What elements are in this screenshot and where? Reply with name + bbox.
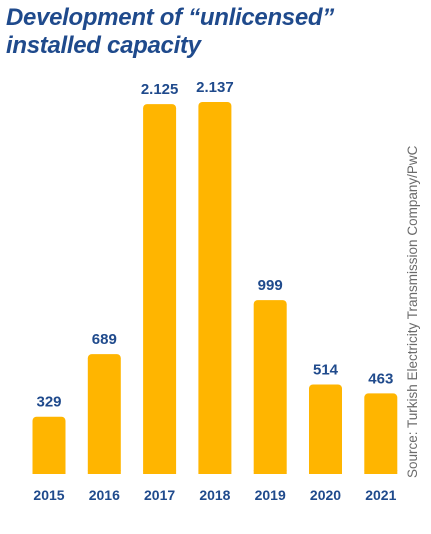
x-tick-label-2021: 2021 <box>365 487 396 503</box>
value-label-2020: 514 <box>313 362 339 379</box>
value-label-2019: 999 <box>258 277 283 294</box>
x-tick-label-2016: 2016 <box>89 487 120 503</box>
value-label-2021: 463 <box>368 370 393 387</box>
bar-2021 <box>364 393 398 474</box>
x-tick-label-2019: 2019 <box>255 487 286 503</box>
value-label-2018: 2.137 <box>196 79 234 96</box>
bar-2015 <box>32 416 66 474</box>
bar-2017 <box>143 104 177 474</box>
x-tick-label-2015: 2015 <box>33 487 64 503</box>
bar-base-2019 <box>253 470 287 474</box>
bar-2019 <box>253 300 287 474</box>
bar-2016 <box>87 354 121 474</box>
chart-title-line-1: Development of “unlicensed” <box>6 4 334 31</box>
bar-base-2015 <box>32 470 66 474</box>
value-label-2015: 329 <box>36 394 61 411</box>
bar-base-2021 <box>364 470 398 474</box>
bar-2018 <box>198 102 232 474</box>
bar-base-2020 <box>309 470 342 474</box>
x-tick-label-2017: 2017 <box>144 487 175 503</box>
chart-title: Development of “unlicensed” installed ca… <box>6 4 406 60</box>
bar-base-2016 <box>87 470 121 474</box>
bar-base-2017 <box>143 470 177 474</box>
bar-2020 <box>309 384 342 474</box>
value-label-2016: 689 <box>92 331 117 348</box>
value-label-2017: 2.125 <box>141 81 179 98</box>
chart-title-line-2: installed capacity <box>6 32 201 59</box>
x-tick-label-2020: 2020 <box>310 487 341 503</box>
x-tick-label-2018: 2018 <box>199 487 230 503</box>
source-note: Source: Turkish Electricity Transmission… <box>405 145 420 478</box>
bar-base-2018 <box>198 470 232 474</box>
